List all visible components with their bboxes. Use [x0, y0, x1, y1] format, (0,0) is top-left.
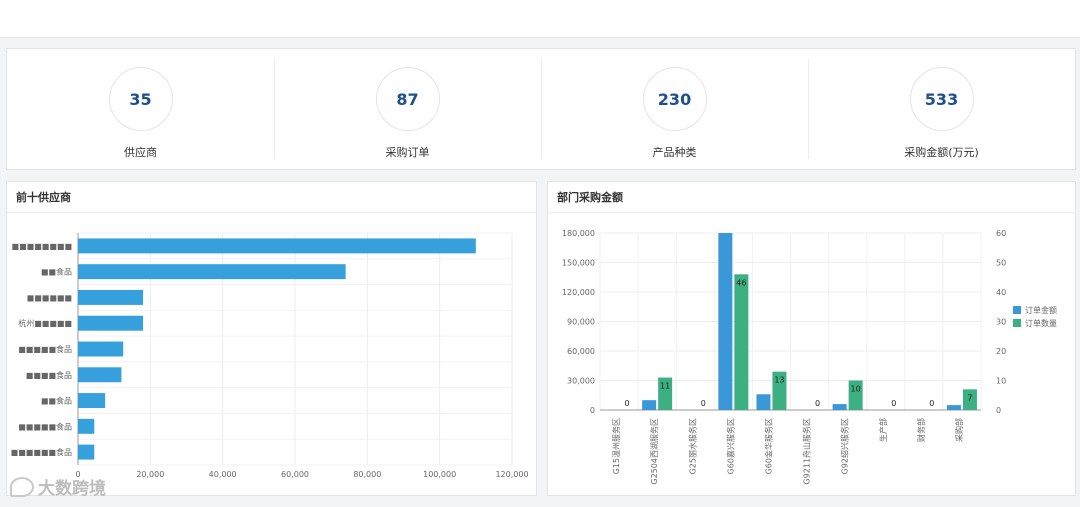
x-tick-label: 40,000 — [209, 470, 237, 479]
legend-swatch — [1013, 306, 1021, 314]
supplier-bar[interactable] — [78, 289, 144, 305]
supplier-bar[interactable] — [78, 393, 106, 409]
supplier-bar[interactable] — [78, 444, 95, 460]
y-tick-label-right: 20 — [996, 347, 1006, 356]
top-bar — [0, 0, 1080, 38]
x-tick-label: G2504西湖服务区 — [649, 418, 659, 485]
amount-bar[interactable] — [832, 404, 847, 410]
y-tick-label-left: 30,000 — [567, 377, 595, 386]
data-label: 46 — [736, 278, 746, 287]
stat-value: 87 — [375, 67, 440, 131]
supplier-bar[interactable] — [78, 418, 95, 434]
x-tick-label: G15温州服务区 — [611, 418, 621, 474]
top-suppliers-panel: 前十供应商 0 20,000 40,000 60,000 80,000 100,000 12… — [6, 181, 537, 496]
y-tick-label-left: 120,000 — [562, 288, 595, 297]
dept-purchase-chart: 0 0 30,000 10 60,000 20 90,000 30 120,000 40 150,0… — [562, 229, 1057, 485]
dept-purchase-panel: 部门采购金额 0 0 30,000 10 60,000 20 90,000 30 120,000… — [547, 181, 1076, 496]
supplier-bar[interactable] — [78, 341, 124, 357]
data-label: 13 — [774, 376, 784, 385]
y-tick-label-right: 40 — [996, 288, 1006, 297]
supplier-label: 杭州■■■■■ — [18, 318, 72, 328]
amount-bar[interactable] — [946, 405, 961, 410]
y-tick-label-left: 180,000 — [562, 229, 595, 238]
amount-bar[interactable] — [642, 400, 657, 410]
supplier-bar[interactable] — [78, 367, 122, 383]
watermark-text: 大数跨境 — [38, 479, 106, 499]
watermark: 大数跨境 — [10, 474, 106, 499]
stat-orders: 87 采购订单 — [274, 49, 541, 169]
supplier-bar[interactable] — [78, 264, 346, 280]
stat-label: 采购金额(万元) — [904, 146, 979, 159]
supplier-label: ■■食品 — [41, 267, 72, 277]
data-label: 7 — [967, 393, 972, 402]
y-tick-label-right: 0 — [996, 406, 1001, 415]
supplier-bar[interactable] — [78, 238, 476, 254]
x-tick-label: 80,000 — [353, 470, 381, 479]
supplier-label: ■■食品 — [41, 396, 72, 406]
quantity-bar[interactable] — [962, 389, 977, 410]
data-label: 0 — [701, 399, 706, 408]
y-tick-label-left: 150,000 — [562, 259, 595, 268]
data-label: 0 — [625, 399, 630, 408]
amount-bar[interactable] — [718, 233, 733, 410]
stats-card: 35 供应商 87 采购订单 230 产品种类 533 采购金额(万元) — [6, 48, 1076, 170]
panel-title: 部门采购金额 — [548, 182, 1075, 213]
stat-value: 35 — [108, 67, 173, 131]
data-label: 0 — [929, 399, 934, 408]
panel-title: 前十供应商 — [7, 182, 536, 213]
stat-label: 产品种类 — [652, 146, 697, 159]
y-tick-label-right: 10 — [996, 377, 1006, 386]
supplier-label: ■■■■■■■■ — [12, 242, 72, 251]
data-label: 11 — [660, 382, 670, 391]
data-label: 0 — [891, 399, 896, 408]
top-suppliers-chart: 0 20,000 40,000 60,000 80,000 100,000 120,000 ■… — [11, 232, 529, 479]
stat-label: 供应商 — [124, 146, 157, 159]
x-tick-label: G92绍兴服务区 — [840, 418, 850, 474]
supplier-label: ■■■■■■ — [27, 293, 72, 302]
y-tick-label-right: 60 — [996, 229, 1006, 238]
quantity-bar[interactable] — [658, 377, 673, 410]
x-tick-label: G60金华服务区 — [763, 418, 773, 474]
quantity-bar[interactable] — [772, 371, 787, 410]
x-tick-label: 0 — [75, 470, 80, 479]
x-tick-label: G60嘉兴服务区 — [725, 418, 735, 474]
supplier-bar[interactable] — [78, 315, 144, 331]
legend-swatch — [1013, 319, 1021, 327]
y-tick-label-left: 0 — [590, 406, 595, 415]
data-label: 10 — [851, 385, 861, 394]
x-tick-label: G9211舟山服务区 — [802, 418, 812, 485]
logo-icon — [10, 476, 34, 497]
stat-label: 采购订单 — [385, 146, 430, 159]
supplier-label: ■■■■食品 — [26, 370, 72, 380]
x-tick-label: 采购部 — [954, 418, 964, 442]
y-tick-label-left: 60,000 — [567, 347, 595, 356]
stat-products: 230 产品种类 — [541, 49, 808, 169]
supplier-label: ■■■■■食品 — [18, 421, 72, 431]
quantity-bar[interactable] — [734, 274, 749, 410]
y-tick-label-right: 30 — [996, 318, 1006, 327]
stat-suppliers: 35 供应商 — [7, 49, 274, 169]
amount-bar[interactable] — [756, 394, 771, 410]
quantity-bar[interactable] — [848, 380, 863, 411]
legend-label[interactable]: 订单金额 — [1025, 305, 1057, 315]
x-tick-label: 120,000 — [495, 470, 528, 479]
y-tick-label-left: 90,000 — [567, 318, 595, 327]
stat-value: 533 — [909, 67, 974, 131]
y-tick-label-right: 50 — [996, 259, 1006, 268]
x-tick-label: 财务部 — [916, 418, 926, 442]
data-label: 0 — [815, 399, 820, 408]
legend-label[interactable]: 订单数量 — [1025, 318, 1057, 328]
supplier-label: ■■■■■食品 — [18, 344, 72, 354]
x-tick-label: 100,000 — [423, 470, 456, 479]
x-tick-label: G25丽水服务区 — [687, 418, 697, 474]
x-tick-label: 生产部 — [878, 418, 888, 442]
stat-value: 230 — [642, 67, 707, 131]
x-tick-label: 20,000 — [136, 470, 164, 479]
x-tick-label: 60,000 — [281, 470, 309, 479]
supplier-label: ■■■■■■食品 — [11, 447, 72, 457]
stat-amount: 533 采购金额(万元) — [808, 49, 1075, 169]
